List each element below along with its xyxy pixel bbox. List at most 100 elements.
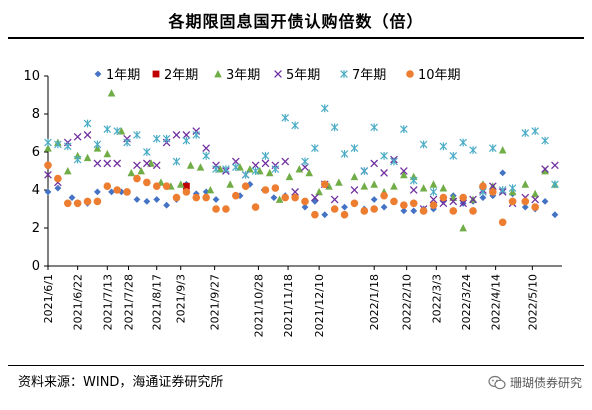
data-point bbox=[172, 157, 181, 166]
data-point bbox=[439, 193, 448, 202]
data-point bbox=[410, 207, 418, 215]
data-point bbox=[83, 119, 92, 128]
page-title: 各期限固息国开债认购倍数（倍） bbox=[168, 12, 424, 31]
data-point bbox=[380, 151, 388, 160]
data-point bbox=[127, 168, 136, 177]
data-point bbox=[521, 180, 530, 188]
data-point bbox=[163, 201, 171, 209]
data-point bbox=[320, 180, 329, 189]
data-point bbox=[192, 131, 201, 139]
source-note: 资料来源：WIND，海通证券研究所 bbox=[18, 375, 224, 390]
data-point bbox=[93, 140, 102, 149]
data-point bbox=[498, 146, 507, 154]
data-point bbox=[390, 182, 398, 190]
data-point bbox=[449, 197, 458, 206]
data-point bbox=[251, 203, 260, 211]
data-point bbox=[172, 131, 181, 139]
x-tick-label: 2021/11/18 bbox=[282, 274, 295, 337]
data-point bbox=[335, 178, 343, 186]
data-point bbox=[508, 184, 517, 192]
chart-marks bbox=[44, 89, 559, 232]
x-tick-label: 2021/9/27 bbox=[209, 274, 222, 330]
data-point bbox=[370, 196, 378, 203]
data-point bbox=[261, 159, 270, 168]
data-point bbox=[291, 188, 299, 196]
data-point bbox=[479, 182, 487, 190]
data-point bbox=[419, 140, 428, 149]
footer-divider bbox=[8, 365, 584, 366]
x-tick-label: 2022/2/10 bbox=[401, 274, 414, 330]
data-point bbox=[93, 159, 102, 168]
data-point bbox=[68, 194, 76, 201]
data-point bbox=[459, 138, 467, 147]
y-tick-label: 0 bbox=[32, 259, 40, 274]
data-point bbox=[63, 142, 72, 151]
legend-label: 5年期 bbox=[286, 68, 320, 83]
data-point bbox=[400, 207, 408, 215]
data-point bbox=[212, 165, 220, 173]
data-point bbox=[459, 193, 467, 202]
scatter-chart: 0 2 4 6 8 10 2021/6/1 2021/6/22 2021/7/13 2021/7/… bbox=[23, 68, 562, 337]
data-point bbox=[251, 167, 260, 175]
x-tick-label: 2022/5/10 bbox=[526, 274, 539, 330]
data-point bbox=[186, 161, 195, 169]
data-point bbox=[281, 113, 290, 122]
data-point bbox=[521, 197, 530, 206]
data-point bbox=[133, 161, 141, 170]
data-point bbox=[83, 131, 92, 139]
legend-marker bbox=[94, 70, 102, 78]
data-point bbox=[271, 165, 280, 173]
legend-item: 2年期 bbox=[152, 68, 198, 83]
chart-legend: 1年期 2年期 3年期 5年期 7年期 10年期 bbox=[94, 68, 461, 83]
data-point bbox=[143, 198, 151, 205]
data-point bbox=[63, 199, 72, 208]
data-point bbox=[113, 159, 122, 168]
data-point bbox=[341, 203, 348, 211]
x-tick-label: 2022/4/14 bbox=[490, 274, 503, 330]
series-triangle bbox=[44, 89, 559, 232]
data-point bbox=[370, 180, 378, 188]
title-divider bbox=[8, 37, 584, 39]
data-point bbox=[508, 197, 517, 206]
data-point bbox=[399, 167, 408, 175]
series-star bbox=[44, 104, 559, 196]
data-point bbox=[275, 195, 284, 203]
data-point bbox=[380, 191, 388, 200]
data-point bbox=[202, 144, 211, 153]
data-point bbox=[202, 188, 210, 196]
x-tick-label: 2021/7/28 bbox=[122, 274, 135, 330]
data-point bbox=[94, 188, 101, 196]
data-point bbox=[182, 136, 191, 145]
data-point bbox=[202, 151, 210, 160]
legend-item: 5年期 bbox=[274, 68, 320, 83]
data-point bbox=[541, 136, 549, 145]
watermark: 珊瑚债券研究 bbox=[488, 374, 582, 391]
legend-label: 7年期 bbox=[352, 68, 386, 83]
data-point bbox=[143, 148, 151, 156]
data-point bbox=[108, 188, 115, 196]
data-point bbox=[541, 167, 549, 175]
legend-marker bbox=[406, 70, 414, 78]
data-point bbox=[459, 199, 468, 208]
data-point bbox=[301, 203, 309, 211]
data-point bbox=[133, 131, 141, 139]
legend-item: 3年期 bbox=[214, 68, 260, 83]
x-tick-label: 2021/6/22 bbox=[72, 274, 85, 330]
data-point bbox=[521, 203, 529, 211]
data-point bbox=[459, 224, 467, 232]
data-point bbox=[340, 210, 349, 219]
data-point bbox=[439, 199, 448, 208]
data-point bbox=[449, 151, 458, 160]
data-point bbox=[430, 205, 437, 213]
data-point bbox=[469, 146, 477, 154]
data-point bbox=[449, 207, 458, 215]
legend-label: 10年期 bbox=[418, 68, 461, 83]
data-point bbox=[330, 205, 339, 213]
data-point bbox=[390, 157, 398, 166]
x-tick-label: 2021/7/13 bbox=[101, 274, 114, 330]
data-point bbox=[301, 197, 309, 206]
data-point bbox=[419, 207, 428, 215]
data-point bbox=[409, 199, 418, 208]
data-point bbox=[202, 193, 210, 202]
data-point bbox=[123, 138, 131, 147]
